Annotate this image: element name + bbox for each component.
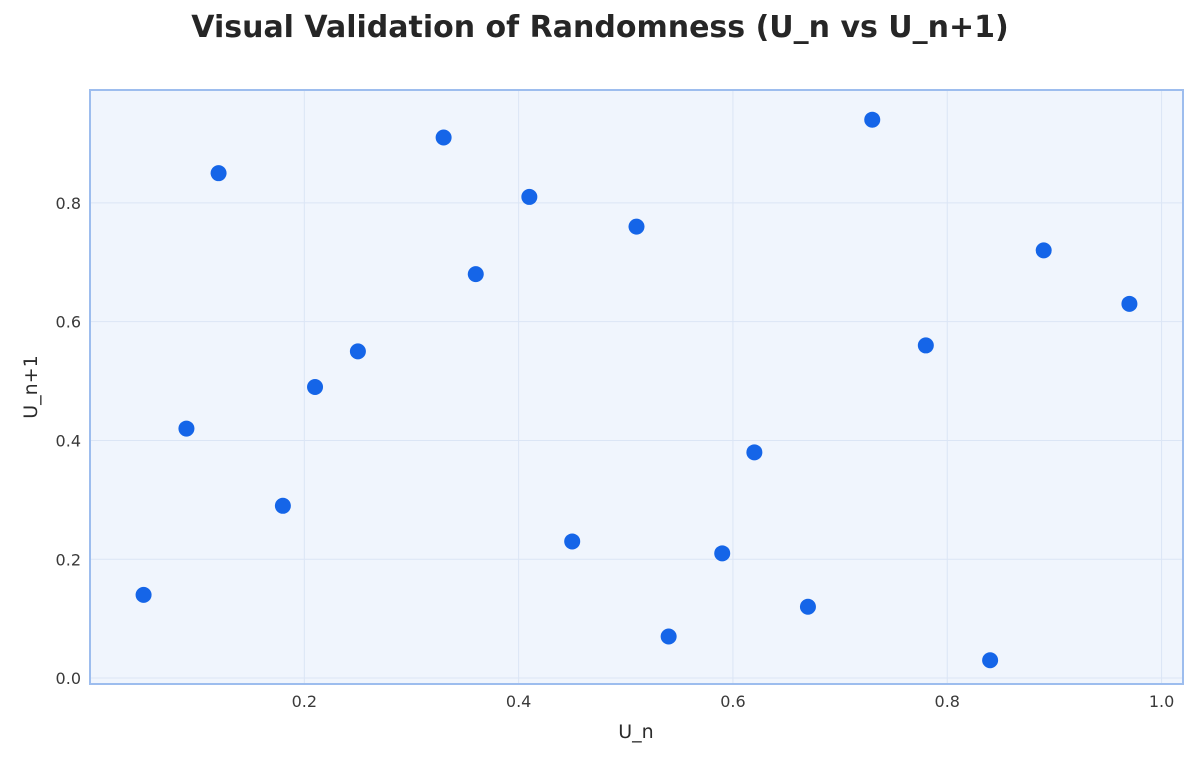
y-axis-label: U_n+1: [20, 355, 42, 418]
data-point: [210, 165, 227, 182]
data-point: [521, 188, 538, 205]
data-point: [274, 497, 291, 514]
x-tick-label: 0.6: [720, 692, 745, 711]
data-point: [435, 129, 452, 146]
data-point: [982, 652, 999, 669]
data-points: [135, 111, 1138, 669]
plot-area: [90, 90, 1183, 684]
data-point: [307, 379, 324, 395]
data-point: [864, 111, 881, 128]
data-point: [746, 444, 763, 461]
y-tick-label: 0.6: [56, 313, 81, 332]
data-point: [917, 337, 934, 354]
data-point: [135, 586, 152, 603]
chart-title: Visual Validation of Randomness (U_n vs …: [191, 10, 1009, 45]
data-point: [714, 545, 731, 562]
data-point: [467, 266, 484, 283]
grid-lines: [90, 90, 1183, 684]
x-tick-label: 0.2: [292, 692, 317, 711]
plot-border: [89, 89, 1184, 685]
data-point: [178, 420, 195, 437]
data-point: [1035, 242, 1052, 259]
data-point: [564, 533, 581, 550]
data-point: [349, 343, 366, 360]
data-point: [799, 598, 816, 615]
x-tick-label: 1.0: [1149, 692, 1174, 711]
x-tick-label: 0.8: [935, 692, 960, 711]
data-point: [1121, 295, 1138, 312]
data-point: [660, 628, 677, 645]
x-axis-label: U_n: [618, 721, 653, 743]
y-tick-label: 0.8: [56, 194, 81, 213]
y-tick-label: 0.0: [56, 669, 81, 688]
data-point: [628, 218, 645, 235]
x-tick-label: 0.4: [506, 692, 531, 711]
y-tick-label: 0.4: [56, 431, 81, 450]
y-axis-ticks: 0.0 0.2 0.4 0.6 0.8: [56, 194, 81, 688]
y-tick-label: 0.2: [56, 550, 81, 569]
x-axis-ticks: 0.2 0.4 0.6 0.8 1.0: [292, 692, 1175, 711]
